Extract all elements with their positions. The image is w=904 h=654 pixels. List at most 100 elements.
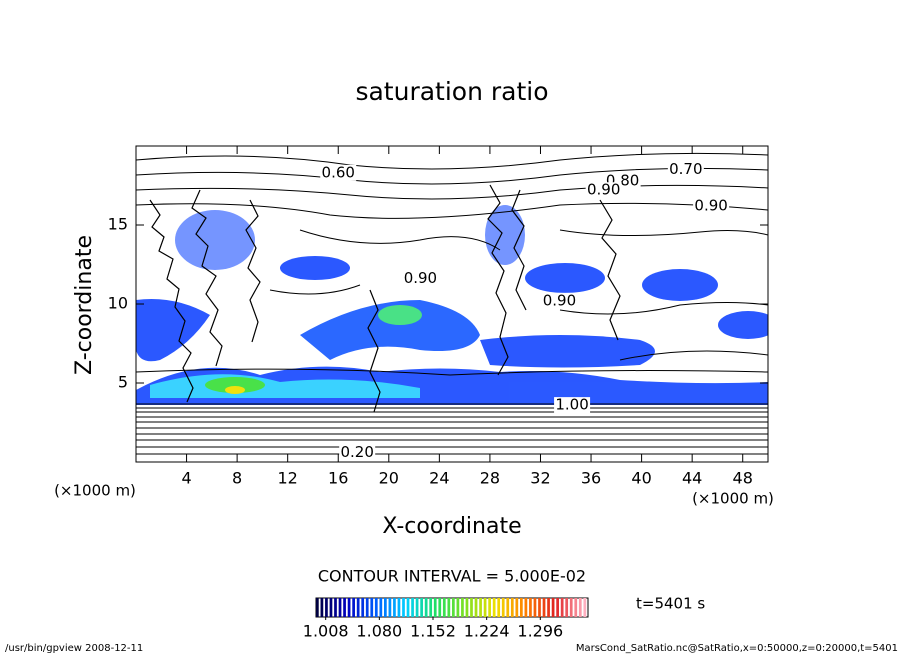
colorbar-swatch <box>343 598 346 617</box>
colorbar-swatch <box>329 598 333 617</box>
colorbar-swatch <box>492 598 496 617</box>
contour-interval: CONTOUR INTERVAL = 5.000E-02 <box>318 567 586 586</box>
colorbar-swatch <box>520 598 523 617</box>
colorbar-swatch <box>574 598 578 617</box>
supersaturated-core <box>205 377 265 393</box>
colorbar-swatch <box>316 598 319 617</box>
x-unit-label: (×1000 m) <box>692 490 774 508</box>
colorbar-swatch <box>347 598 351 617</box>
colorbar-swatch <box>506 598 510 617</box>
colorbar-tick-label: 1.008 <box>303 622 349 641</box>
x-axis-label: X-coordinate <box>382 514 521 539</box>
colorbar-swatch <box>583 598 587 617</box>
x-tick-label: 40 <box>631 469 651 488</box>
colorbar-swatch <box>370 598 374 617</box>
colorbar-swatch <box>429 598 433 617</box>
colorbar-swatch <box>411 598 414 617</box>
footer-right: MarsCond_SatRatio.nc@SatRatio,x=0:50000,… <box>576 643 898 654</box>
colorbar-swatch <box>384 598 387 617</box>
colorbar-swatch <box>578 598 582 617</box>
footer-left: /usr/bin/gpview 2008-12-11 <box>5 643 143 654</box>
colorbar-swatch <box>352 598 355 617</box>
colorbar-swatch <box>356 598 360 617</box>
colorbar-swatch <box>452 598 455 617</box>
colorbar-swatch <box>560 598 564 617</box>
colorbar-tick-label: 1.224 <box>464 622 510 641</box>
x-tick-label: 20 <box>379 469 399 488</box>
x-tick-label: 32 <box>530 469 550 488</box>
supersaturated-region <box>280 256 350 280</box>
colorbar-swatch <box>529 598 532 617</box>
colorbar-swatch <box>474 598 478 617</box>
x-tick-label: 36 <box>581 469 601 488</box>
colorbar-swatch <box>515 598 519 617</box>
colorbar-swatch <box>538 598 541 617</box>
contour-label-bg <box>585 182 622 199</box>
colorbar-swatch <box>524 598 528 617</box>
contour-label: 0.60 <box>322 163 355 181</box>
y-tick-label: 10 <box>108 294 128 313</box>
contour-label: 0.70 <box>669 160 702 178</box>
supersaturated-region <box>300 300 480 360</box>
colorbar-swatch <box>415 598 419 617</box>
contour-label: 0.90 <box>587 181 620 199</box>
colorbar-tick-label: 1.152 <box>410 622 456 641</box>
colorbar-swatch <box>497 598 501 617</box>
contour-label-bg <box>693 198 730 215</box>
colorbar-swatch <box>556 598 559 617</box>
colorbar-swatch <box>542 598 546 617</box>
y-tick-label: 5 <box>118 373 128 392</box>
colorbar-swatch <box>374 598 378 617</box>
colorbar-swatch <box>533 598 537 617</box>
colorbar-swatch <box>365 598 369 617</box>
y-unit-label: (×1000 m) <box>54 482 136 500</box>
colorbar-tick-label: 1.080 <box>356 622 402 641</box>
colorbar-swatch <box>393 598 396 617</box>
colorbar-swatch <box>510 598 514 617</box>
x-tick-label: 48 <box>733 469 753 488</box>
colorbar-swatch <box>397 598 401 617</box>
chart-title: saturation ratio <box>355 77 548 106</box>
contour-label: 0.90 <box>694 197 727 215</box>
colorbar-tick-label: 1.296 <box>517 622 563 641</box>
colorbar-swatch <box>334 598 337 617</box>
colorbar-swatch <box>338 598 342 617</box>
x-tick-label: 16 <box>328 469 348 488</box>
colorbar-swatch <box>402 598 405 617</box>
contour-label-bg <box>320 164 357 181</box>
supersaturated-region <box>136 299 210 362</box>
contour-lines <box>136 152 768 376</box>
colorbar-swatch <box>379 598 383 617</box>
saturation-region <box>136 205 768 405</box>
colorbar-swatch <box>438 598 442 617</box>
colorbar-swatch <box>465 598 469 617</box>
x-tick-label: 44 <box>682 469 702 488</box>
stable-layer-contours <box>136 403 768 455</box>
colorbar-swatch <box>320 598 324 617</box>
contour-label-bg <box>541 292 578 309</box>
x-tick-label: 4 <box>181 469 191 488</box>
colorbar-swatch <box>420 598 423 617</box>
colorbar-swatch <box>569 598 573 617</box>
supersaturated-region <box>175 210 255 270</box>
colorbar-swatch <box>565 598 569 617</box>
x-tick-label: 24 <box>429 469 449 488</box>
colorbar-swatch <box>361 598 365 617</box>
colorbar-swatch <box>456 598 460 617</box>
contour-label: 0.90 <box>404 269 437 287</box>
colorbar-swatch <box>433 598 437 617</box>
contour-label-bg <box>339 444 376 461</box>
contour-label: 1.00 <box>555 396 588 414</box>
contour-label: 0.20 <box>340 443 373 461</box>
time-label: t=5401 s <box>636 595 705 613</box>
colorbar-swatch <box>388 598 392 617</box>
plot-frame <box>135 145 769 463</box>
colorbar-swatch <box>325 598 328 617</box>
colorbar-swatch <box>488 598 491 617</box>
y-axis-label: Z-coordinate <box>72 235 97 375</box>
x-tick-label: 8 <box>232 469 242 488</box>
colorbar-swatch <box>461 598 464 617</box>
colorbar-swatch <box>483 598 487 617</box>
colorbar-swatch <box>470 598 473 617</box>
x-tick-label: 28 <box>480 469 500 488</box>
